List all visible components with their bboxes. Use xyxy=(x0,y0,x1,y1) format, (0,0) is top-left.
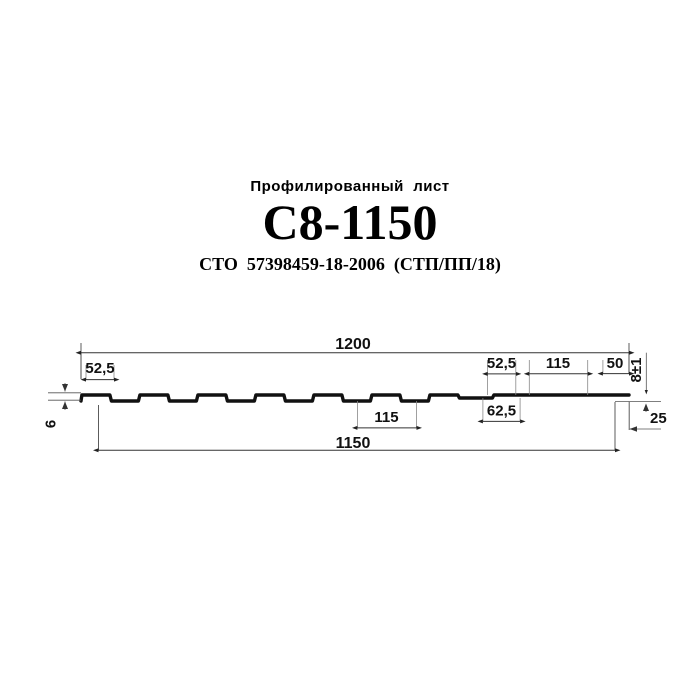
svg-text:6: 6 xyxy=(43,420,60,428)
svg-text:25: 25 xyxy=(650,410,667,427)
svg-text:52,5: 52,5 xyxy=(85,360,114,377)
svg-text:1200: 1200 xyxy=(335,336,371,353)
svg-text:62,5: 62,5 xyxy=(487,403,516,420)
svg-text:115: 115 xyxy=(374,409,398,426)
svg-text:52,5: 52,5 xyxy=(487,355,516,372)
svg-text:115: 115 xyxy=(546,355,570,372)
svg-text:50: 50 xyxy=(607,355,624,372)
svg-text:1150: 1150 xyxy=(336,435,371,452)
svg-text:8±1: 8±1 xyxy=(628,358,645,383)
